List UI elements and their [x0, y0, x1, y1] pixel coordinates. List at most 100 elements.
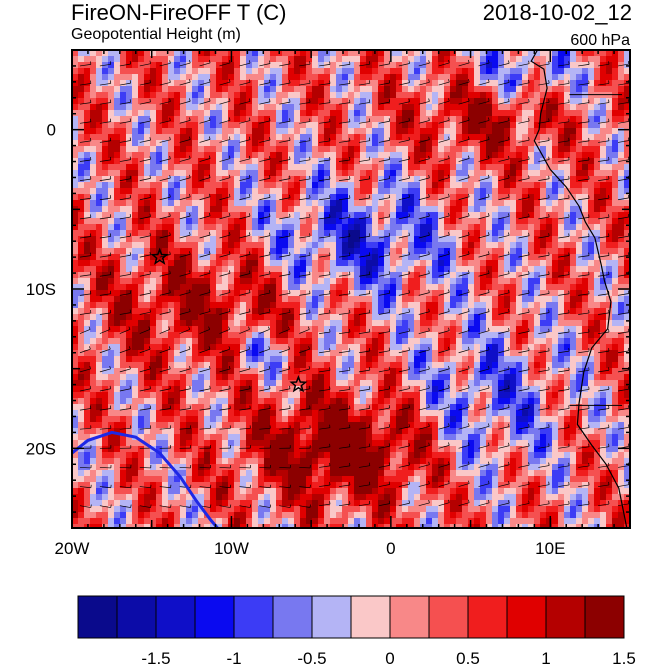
field-cell	[120, 242, 127, 249]
field-cell	[354, 368, 361, 375]
field-cell	[510, 248, 517, 255]
field-cell	[348, 242, 355, 249]
field-cell	[246, 272, 253, 279]
field-cell	[552, 116, 559, 123]
field-cell	[120, 68, 127, 75]
field-cell	[474, 284, 481, 291]
field-cell	[528, 224, 535, 231]
field-cell	[366, 254, 373, 261]
field-cell	[330, 350, 337, 357]
field-cell	[438, 314, 445, 321]
field-cell	[192, 188, 199, 195]
field-cell	[462, 86, 469, 93]
field-cell	[570, 350, 577, 357]
field-cell	[600, 188, 607, 195]
field-cell	[516, 362, 523, 369]
field-cell	[546, 188, 553, 195]
field-cell	[432, 98, 439, 105]
field-cell	[576, 140, 583, 147]
field-cell	[540, 326, 547, 333]
field-cell	[264, 278, 271, 285]
field-cell	[276, 224, 283, 231]
field-cell	[174, 86, 181, 93]
field-cell	[84, 74, 91, 81]
field-cell	[354, 308, 361, 315]
field-cell	[210, 260, 217, 267]
field-cell	[342, 182, 349, 189]
field-cell	[450, 188, 457, 195]
field-cell	[462, 128, 469, 135]
field-cell	[594, 104, 601, 111]
field-cell	[384, 128, 391, 135]
field-cell	[258, 170, 265, 177]
field-cell	[570, 62, 577, 69]
field-cell	[576, 92, 583, 99]
field-cell	[408, 200, 415, 207]
field-cell	[270, 128, 277, 135]
field-cell	[588, 92, 595, 99]
field-cell	[138, 164, 145, 171]
field-cell	[282, 128, 289, 135]
field-cell	[246, 278, 253, 285]
field-cell	[270, 248, 277, 255]
field-cell	[534, 182, 541, 189]
field-cell	[306, 290, 313, 297]
field-cell	[600, 128, 607, 135]
field-cell	[234, 296, 241, 303]
field-cell	[306, 242, 313, 249]
field-cell	[552, 362, 559, 369]
field-cell	[450, 350, 457, 357]
field-cell	[132, 104, 139, 111]
field-cell	[582, 158, 589, 165]
field-cell	[372, 86, 379, 93]
field-cell	[552, 62, 559, 69]
field-cell	[318, 242, 325, 249]
field-cell	[144, 206, 151, 213]
field-cell	[270, 272, 277, 279]
field-cell	[420, 104, 427, 111]
field-cell	[444, 296, 451, 303]
field-cell	[222, 206, 229, 213]
field-cell	[426, 206, 433, 213]
field-cell	[366, 164, 373, 171]
field-cell	[606, 122, 613, 129]
field-cell	[144, 356, 151, 363]
field-cell	[174, 296, 181, 303]
field-cell	[294, 56, 301, 63]
field-cell	[138, 182, 145, 189]
field-cell	[306, 218, 313, 225]
field-cell	[234, 272, 241, 279]
field-cell	[342, 254, 349, 261]
field-cell	[534, 74, 541, 81]
field-cell	[330, 104, 337, 111]
field-cell	[258, 92, 265, 99]
field-cell	[102, 266, 109, 273]
field-cell	[168, 302, 175, 309]
field-cell	[438, 152, 445, 159]
field-cell	[288, 242, 295, 249]
field-cell	[372, 290, 379, 297]
field-cell	[474, 356, 481, 363]
field-cell	[474, 92, 481, 99]
field-cell	[456, 128, 463, 135]
field-cell	[132, 284, 139, 291]
field-cell	[306, 188, 313, 195]
field-cell	[126, 170, 133, 177]
field-cell	[486, 170, 493, 177]
field-cell	[348, 362, 355, 369]
field-cell	[138, 350, 145, 357]
field-cell	[78, 260, 85, 267]
field-cell	[276, 344, 283, 351]
field-cell	[588, 338, 595, 345]
field-cell	[348, 128, 355, 135]
field-cell	[588, 86, 595, 93]
field-cell	[372, 314, 379, 321]
field-cell	[528, 122, 535, 129]
field-cell	[198, 104, 205, 111]
field-cell	[264, 182, 271, 189]
field-cell	[396, 68, 403, 75]
field-cell	[342, 350, 349, 357]
field-cell	[252, 200, 259, 207]
field-cell	[516, 56, 523, 63]
field-cell	[396, 320, 403, 327]
